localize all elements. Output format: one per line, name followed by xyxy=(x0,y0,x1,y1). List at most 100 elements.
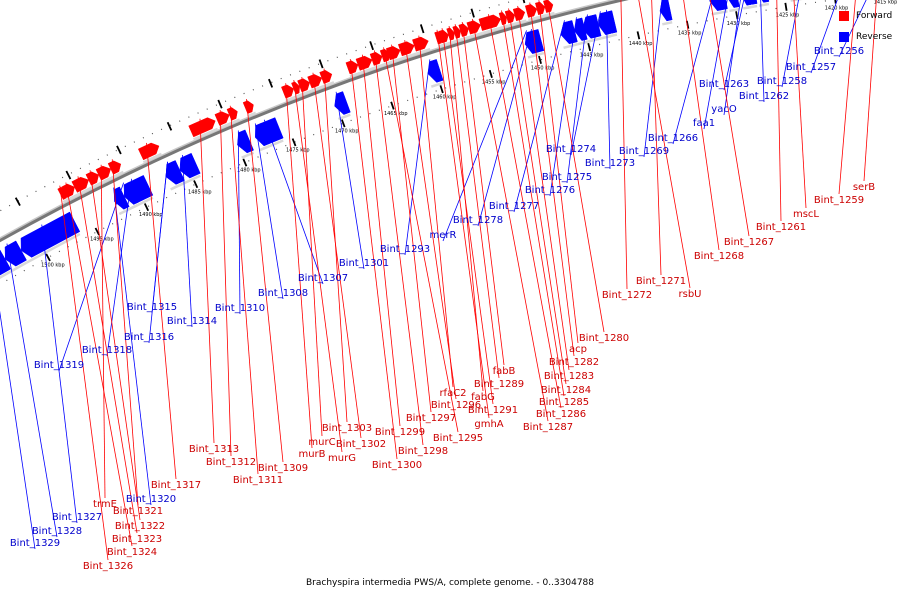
kbp-tick-label: 1425 kbp xyxy=(776,13,800,19)
gene-forward-12-shadow xyxy=(528,16,539,22)
gene-forward-18-shadow xyxy=(461,35,471,41)
legend-label-forward: Forward xyxy=(856,10,893,21)
forward-gene-label-32-leader xyxy=(301,76,323,437)
forward-gene-label-4-leader xyxy=(776,0,782,222)
forward-gene-label-30: Bint_1303 xyxy=(322,423,372,434)
forward-gene-label-41-leader xyxy=(100,164,106,499)
gene-forward-26-shadow xyxy=(383,60,393,66)
forward-gene-label-18-leader xyxy=(461,21,505,366)
forward-gene-label-31: Bint_1302 xyxy=(336,439,386,450)
kbp-tick-mark-forward xyxy=(166,121,173,131)
reverse-gene-label-21: Bint_1310 xyxy=(215,303,265,314)
forward-gene-label-40: Bint_1321 xyxy=(113,506,163,517)
reverse-gene-label-6: yacO xyxy=(711,104,737,115)
reverse-gene-label-1: Bint_1256 xyxy=(814,46,864,57)
gene-forward-31 xyxy=(307,74,323,89)
forward-gene-label-16: Bint_1286 xyxy=(536,409,586,420)
gene-forward-10-shadow xyxy=(546,11,555,17)
forward-gene-label-16-leader xyxy=(488,14,562,409)
forward-gene-label-21-leader xyxy=(441,28,494,405)
forward-gene-label-15: Bint_1285 xyxy=(539,397,589,408)
reverse-gene-label-11-leader xyxy=(570,11,601,156)
forward-gene-label-35: Bint_1309 xyxy=(258,463,308,474)
reverse-gene-label-28: Bint_1327 xyxy=(52,512,102,523)
kbp-tick-mark xyxy=(439,85,444,94)
forward-gene-label-44-leader xyxy=(65,182,133,547)
gene-reverse-6-shadow xyxy=(743,5,752,10)
gene-reverse-7 xyxy=(728,0,740,8)
kbp-tick-mark xyxy=(587,42,592,52)
reverse-gene-label-3: Bint_1258 xyxy=(757,76,807,87)
gene-reverse-30-shadow xyxy=(0,270,12,280)
reverse-gene-label-25-leader xyxy=(106,178,132,357)
gene-reverse-22 xyxy=(179,152,201,179)
forward-gene-label-37-leader xyxy=(219,110,232,457)
kbp-tick-mark xyxy=(193,180,199,189)
gene-reverse-24-shadow xyxy=(172,182,184,190)
forward-gene-label-27: Bint_1298 xyxy=(398,446,448,457)
reverse-gene-label-24-leader xyxy=(148,161,168,344)
forward-gene-label-23: rfaC2 xyxy=(439,388,466,399)
gene-forward-43-shadow xyxy=(76,186,92,197)
reverse-gene-label-9: Bint_1269 xyxy=(619,146,669,157)
gene-forward-20-shadow xyxy=(449,39,457,45)
forward-gene-label-24: Bint_1296 xyxy=(431,400,481,411)
forward-gene-label-39: Bint_1317 xyxy=(151,480,201,491)
gene-forward-24-shadow xyxy=(401,52,417,60)
kbp-tick-mark xyxy=(341,119,346,128)
forward-gene-label-19: Bint_1289 xyxy=(474,379,524,390)
reverse-gene-label-27: Bint_1320 xyxy=(126,494,176,505)
forward-gene-label-28: Bint_1299 xyxy=(375,427,425,438)
reverse-gene-label-15-leader xyxy=(477,28,532,227)
forward-gene-label-22-leader xyxy=(436,29,490,419)
gene-forward-18 xyxy=(458,23,469,37)
gene-reverse-27-shadow xyxy=(118,208,130,216)
kbp-tick-mark xyxy=(390,101,395,110)
forward-gene-label-44: Bint_1324 xyxy=(107,547,157,558)
figure-caption: Brachyspira intermedia PWS/A, complete g… xyxy=(305,578,595,588)
gene-forward-40-shadow xyxy=(112,170,124,178)
kbp-tick-mark xyxy=(291,138,297,147)
gene-forward-41-shadow xyxy=(100,175,114,184)
kbp-tick-mark xyxy=(636,31,641,40)
gene-forward-29 xyxy=(345,60,359,75)
reverse-gene-label-16-leader xyxy=(442,30,527,242)
forward-gene-label-9: Bint_1272 xyxy=(602,290,652,301)
gene-forward-23 xyxy=(412,36,429,52)
forward-gene-label-12-leader xyxy=(529,2,575,357)
gene-forward-28 xyxy=(355,55,373,71)
reverse-gene-label-27-leader xyxy=(113,187,152,506)
reverse-gene-label-8-leader xyxy=(672,0,712,145)
forward-gene-label-10-leader xyxy=(546,0,605,333)
forward-gene-label-19-leader xyxy=(454,24,500,379)
kbp-tick-mark xyxy=(242,158,248,167)
forward-gene-label-9-leader xyxy=(620,0,628,290)
forward-gene-label-5-leader xyxy=(709,0,750,237)
gene-forward-32 xyxy=(297,78,311,93)
reverse-gene-label-30: Bint_1329 xyxy=(10,538,60,549)
gene-reverse-9-shadow xyxy=(662,21,673,26)
legend-item-forward: Forward xyxy=(839,9,892,22)
gene-forward-37-shadow xyxy=(219,121,233,130)
kbp-tick-mark-forward xyxy=(369,41,374,51)
forward-gene-label-38: Bint_1313 xyxy=(189,444,239,455)
reverse-gene-label-19: Bint_1307 xyxy=(298,273,348,284)
reverse-gene-label-24: Bint_1316 xyxy=(124,332,174,343)
gene-reverse-28 xyxy=(20,211,81,258)
forward-gene-label-14-leader xyxy=(508,8,567,385)
reverse-gene-label-5: Bint_1263 xyxy=(699,79,749,90)
gene-reverse-30 xyxy=(0,249,12,276)
forward-gene-label-13-leader xyxy=(517,5,570,371)
legend: Forward Reverse xyxy=(839,9,892,51)
reverse-gene-label-16: merR xyxy=(430,230,457,241)
forward-swatch xyxy=(839,10,849,21)
reverse-gene-label-26: Bint_1319 xyxy=(34,360,84,371)
forward-gene-label-21: Bint_1291 xyxy=(468,405,518,416)
gene-forward-35-shadow xyxy=(247,111,257,118)
gene-reverse-17-shadow xyxy=(430,81,444,88)
reverse-gene-label-17-leader xyxy=(404,59,431,256)
forward-gene-label-26-leader xyxy=(383,47,459,433)
reverse-gene-label-29: Bint_1328 xyxy=(32,526,82,537)
